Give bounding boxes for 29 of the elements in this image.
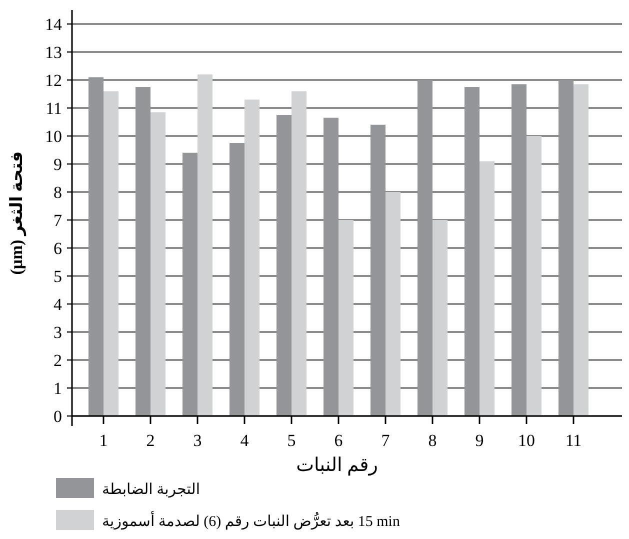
xtick-label: 6 [334, 431, 343, 450]
legend-label: التجربة الضابطة [102, 482, 200, 498]
ylabel: فتحة الثغر (μm) [7, 151, 26, 275]
xtick-label: 2 [146, 431, 155, 450]
ytick-label: 5 [54, 267, 62, 286]
ytick-label: 12 [45, 71, 62, 90]
xtick-label: 5 [287, 431, 296, 450]
xtick-label: 3 [193, 431, 202, 450]
ytick-label: 13 [45, 43, 62, 62]
xtick-label: 7 [381, 431, 390, 450]
ytick-label: 1 [54, 379, 62, 398]
xtick-label: 8 [428, 431, 437, 450]
ytick-label: 14 [45, 15, 62, 34]
xlabel: رقم النبات [296, 455, 378, 476]
ytick-label: 9 [54, 155, 62, 174]
xtick-label: 4 [240, 431, 249, 450]
ytick-label: 2 [54, 351, 62, 370]
ytick-label: 10 [45, 127, 62, 146]
ytick-label: 11 [46, 99, 62, 118]
xtick-label: 11 [565, 431, 582, 450]
ytick-label: 8 [54, 183, 62, 202]
ytick-label: 4 [54, 295, 62, 314]
xtick-label: 9 [475, 431, 484, 450]
xtick-label: 10 [518, 431, 535, 450]
ytick-label: 6 [54, 239, 62, 258]
xtick-label: 1 [99, 431, 108, 450]
ytick-label: 7 [54, 211, 62, 230]
ytick-label: 0 [54, 407, 62, 426]
ytick-label: 3 [54, 323, 62, 342]
